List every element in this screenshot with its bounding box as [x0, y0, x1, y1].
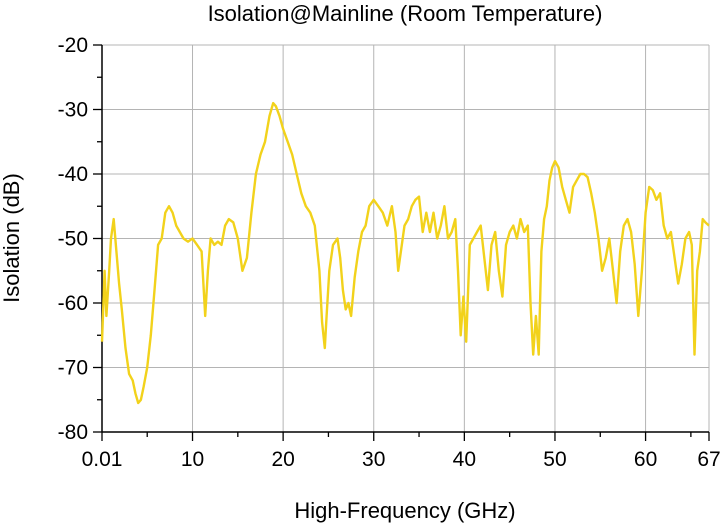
x-tick-label: 60: [634, 448, 657, 471]
y-tick-label: -40: [58, 163, 88, 186]
x-tick-label: 30: [362, 448, 385, 471]
plot-area: [100, 101, 710, 405]
y-tick-labels: -80 -70 -60 -50 -40 -30 -20: [58, 34, 88, 444]
chart-title: Isolation@Mainline (Room Temperature): [208, 1, 603, 26]
x-tick-label: 67: [697, 448, 720, 471]
x-tick-label: 10: [181, 448, 204, 471]
y-axis-label: Isolation (dB): [0, 173, 24, 303]
y-tick-label: -50: [58, 228, 88, 251]
y-tick-label: -20: [58, 34, 88, 57]
x-tick-label: 20: [271, 448, 294, 471]
y-tick-label: -30: [58, 99, 88, 122]
axes: [93, 44, 710, 441]
x-tick-labels: 0.01 10 20 30 40 50 60 67: [82, 448, 721, 471]
y-tick-label: -80: [58, 421, 88, 444]
x-tick-label: 0.01: [82, 448, 123, 471]
x-tick-label: 50: [543, 448, 566, 471]
grid-lines: [102, 44, 710, 433]
isolation-series-line: [100, 101, 710, 405]
x-tick-label: 40: [453, 448, 476, 471]
y-tick-label: -60: [58, 292, 88, 315]
y-tick-label: -70: [58, 357, 88, 380]
x-axis-label: High-Frequency (GHz): [294, 498, 515, 523]
